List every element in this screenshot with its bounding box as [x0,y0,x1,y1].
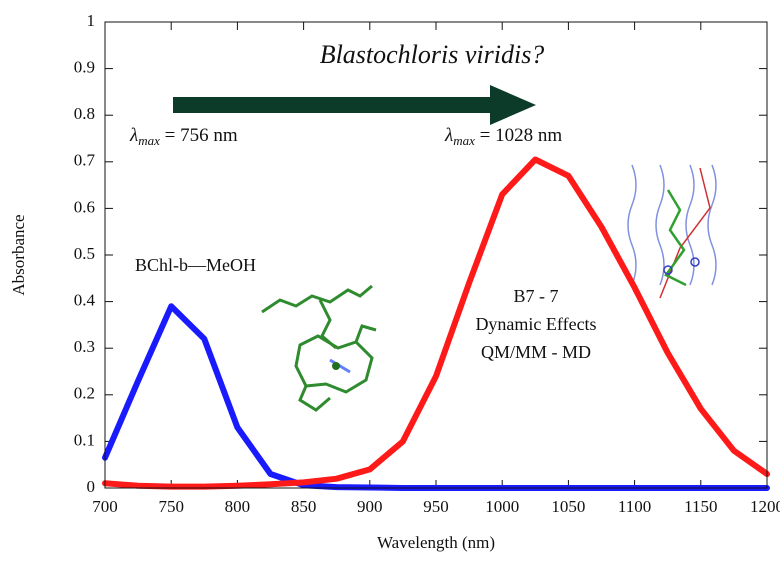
y-tick-label: 0.4 [74,291,96,310]
x-tick-label: 1200 [750,497,780,516]
molecule-image [261,284,377,412]
x-axis-label: Wavelength (nm) [377,533,495,552]
subscript: max [453,133,475,148]
molecule-label: BChl-b—MeOH [135,255,256,275]
y-tick-label: 1 [87,11,96,30]
x-tick-label: 700 [92,497,118,516]
x-tick-label: 950 [423,497,449,516]
lambda: λ [444,125,453,146]
peak-label: λmax = 1028 nm [444,125,562,148]
series-line [102,156,770,490]
y-tick-label: 0.7 [74,151,96,170]
plot-frame [104,21,768,489]
y-tick-label: 0.1 [74,430,95,449]
protein-image [627,164,717,299]
x-tick-label: 1150 [684,497,717,516]
y-axis-label: Absorbance [9,214,28,295]
model-label: B7 - 7 [514,286,559,306]
x-tick-label: 900 [357,497,383,516]
chart-title: Blastochloris viridis? [320,40,545,69]
y-tick-label: 0.6 [74,197,95,216]
y-tick-label: 0.5 [74,244,95,263]
series-line [102,303,770,491]
y-tick-label: 0.9 [74,58,95,77]
peak-value: = 1028 nm [475,125,562,146]
subscript: max [138,133,160,148]
x-tick-label: 850 [291,497,317,516]
lambda: λ [129,125,138,146]
model-label: Dynamic Effects [475,314,596,334]
y-tick-label: 0 [87,477,96,496]
x-tick-label: 1100 [618,497,651,516]
x-tick-label: 750 [158,497,184,516]
peak-label: λmax = 756 nm [129,125,238,148]
x-tick-label: 1050 [551,497,585,516]
arrow [173,85,536,125]
x-tick-label: 800 [225,497,251,516]
x-tick-label: 1000 [485,497,519,516]
y-tick-label: 0.3 [74,337,95,356]
y-tick-label: 0.2 [74,384,95,403]
y-tick-label: 0.8 [74,104,95,123]
model-label: QM/MM - MD [481,342,591,362]
peak-value: = 756 nm [160,125,238,146]
